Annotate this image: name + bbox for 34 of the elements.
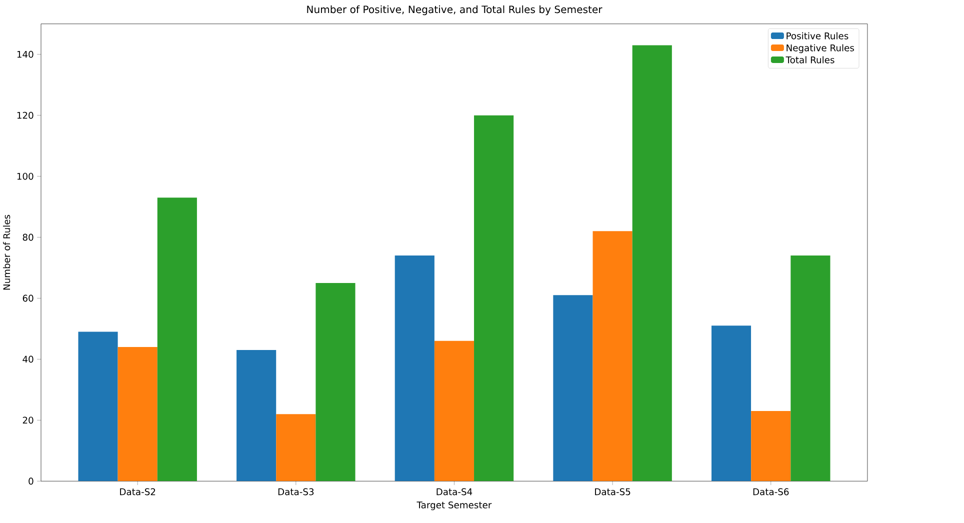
legend-label: Negative Rules bbox=[786, 44, 854, 53]
bar bbox=[632, 45, 672, 481]
x-tick-label: Data-S5 bbox=[595, 488, 630, 496]
legend-label: Total Rules bbox=[786, 56, 834, 64]
chart-title: Number of Positive, Negative, and Total Rules by Semester bbox=[307, 5, 602, 15]
y-tick-label: 20 bbox=[22, 416, 34, 424]
y-tick-label: 80 bbox=[22, 234, 34, 241]
x-tick-label: Data-S2 bbox=[120, 488, 156, 496]
bar bbox=[553, 295, 593, 481]
bar bbox=[751, 410, 791, 481]
y-tick-label: 60 bbox=[22, 294, 34, 302]
legend-label: Positive Rules bbox=[786, 32, 848, 40]
x-axis-title: Target Semester bbox=[416, 501, 492, 510]
y-tick-label: 40 bbox=[22, 356, 34, 362]
bar bbox=[78, 332, 118, 481]
bar bbox=[316, 282, 356, 481]
y-tick-label: 0 bbox=[28, 477, 34, 484]
bar bbox=[157, 197, 197, 481]
bar bbox=[592, 230, 632, 481]
bar bbox=[118, 346, 158, 481]
bar bbox=[276, 414, 316, 481]
bar bbox=[394, 255, 434, 481]
bar bbox=[711, 325, 752, 481]
y-tick-label: 140 bbox=[17, 50, 34, 58]
x-tick-label: Data-S4 bbox=[436, 488, 472, 496]
bar bbox=[790, 255, 830, 481]
bar bbox=[474, 115, 514, 481]
x-tick-label: Data-S6 bbox=[753, 488, 789, 496]
bar bbox=[434, 340, 474, 481]
x-tick-label: Data-S3 bbox=[278, 488, 314, 496]
bar bbox=[236, 350, 276, 481]
y-tick-label: 100 bbox=[17, 172, 34, 180]
y-tick-label: 120 bbox=[17, 112, 34, 119]
y-axis-title: Number of Rules bbox=[3, 214, 10, 290]
